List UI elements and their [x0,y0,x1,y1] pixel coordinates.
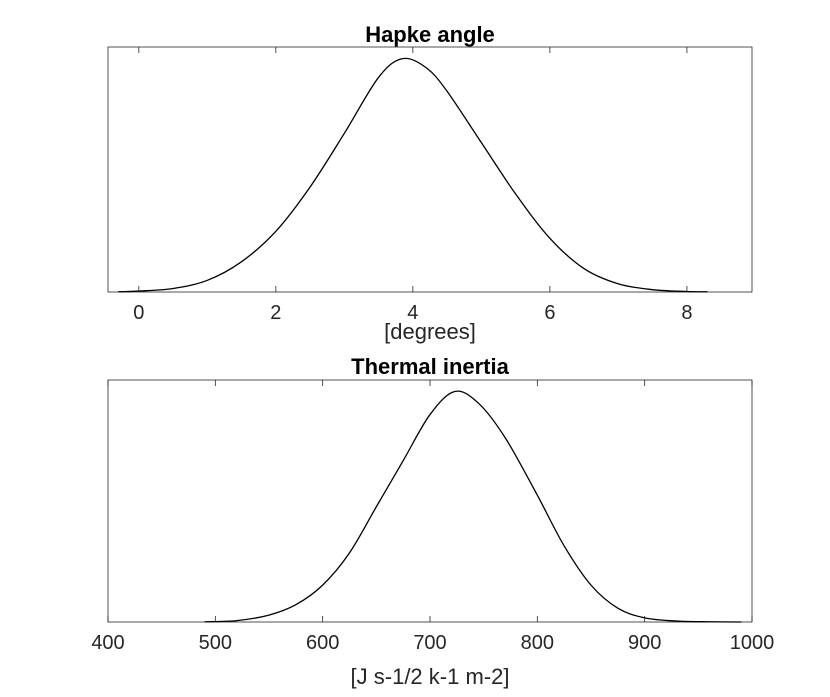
hapke-angle-frame [107,46,753,293]
thermal-inertia-tick-label: 800 [521,632,554,654]
hapke-angle-x-ticks: 0 2 4 6 8 [133,47,692,324]
thermal-inertia-axes: Thermal inertia 400 500 600 700 800 900 1000 [… [91,354,774,689]
thermal-inertia-title: Thermal inertia [351,354,509,379]
hapke-angle-tick-label: 0 [133,302,144,324]
thermal-inertia-tick-label: 500 [199,632,232,654]
hapke-angle-axes: Hapke angle 0 2 4 6 8 [degrees] [107,22,753,344]
hapke-angle-tick-label: 2 [270,302,281,324]
thermal-inertia-curve [204,390,742,623]
thermal-inertia-tick-label: 900 [628,632,661,654]
hapke-angle-tick-label: 4 [407,302,418,324]
thermal-inertia-xlabel: [J s-1/2 k-1 m-2] [351,664,510,689]
thermal-inertia-tick-label: 600 [306,632,339,654]
thermal-inertia-tick-label: 700 [413,632,446,654]
hapke-angle-xlabel: [degrees] [384,319,476,344]
thermal-inertia-x-ticks: 400 500 600 700 800 900 1000 [91,380,774,654]
hapke-angle-tick-label: 6 [544,302,555,324]
thermal-inertia-frame [107,379,753,623]
thermal-inertia-tick-label: 400 [91,632,124,654]
thermal-inertia-tick-label: 1000 [730,632,775,654]
hapke-angle-tick-label: 8 [681,302,692,324]
hapke-angle-title: Hapke angle [365,22,495,47]
hapke-angle-curve [118,57,708,293]
